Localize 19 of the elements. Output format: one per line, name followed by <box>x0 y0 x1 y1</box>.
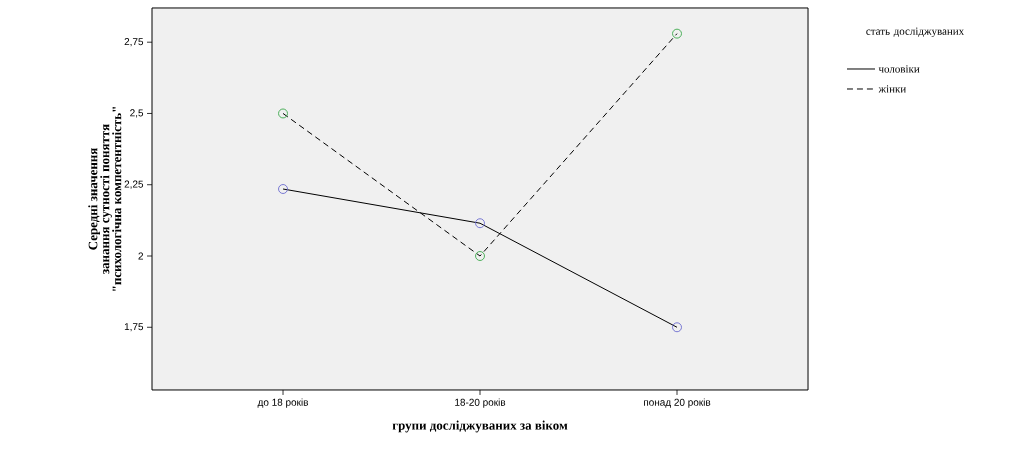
legend-title: стать досліджуваних <box>866 27 964 38</box>
point <box>672 322 682 333</box>
point <box>672 28 682 39</box>
x-axis-title: групи досліджуваних за віком <box>392 420 568 433</box>
x-tick-label: понад 20 років <box>644 398 711 408</box>
x-tick-label: 18-20 років <box>455 398 506 408</box>
x-tick-label: до 18 років <box>257 398 309 408</box>
legend-label: чоловіки <box>878 65 920 73</box>
point <box>475 218 485 229</box>
y-tick-label: 1,75 <box>124 323 144 332</box>
point <box>278 184 288 194</box>
y-axis-title: Середні значення занання сутності поняття "психологічна компетентність" <box>88 107 122 291</box>
y-tick-label: 2,5 <box>130 109 144 118</box>
legend-label: жінки <box>878 85 906 93</box>
y-tick-label: 2 <box>138 252 144 260</box>
point <box>475 251 485 261</box>
y-tick-label: 2,75 <box>124 38 144 47</box>
point <box>278 108 288 119</box>
y-tick-label: 2,25 <box>124 180 144 189</box>
